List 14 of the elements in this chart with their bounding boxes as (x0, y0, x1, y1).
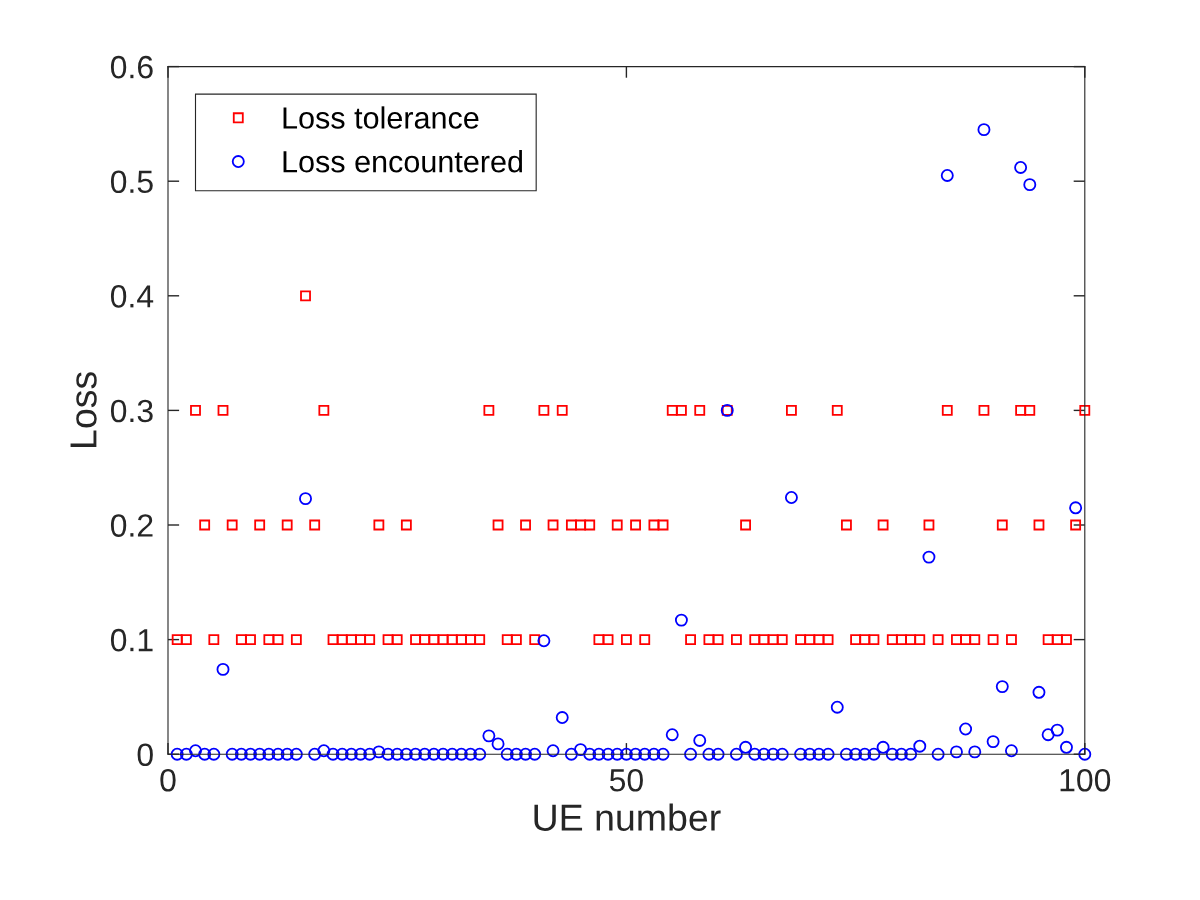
x-tick-label: 0 (160, 768, 176, 792)
y-tick-label: 0.3 (110, 399, 153, 423)
y-tick-label: 0.4 (110, 285, 154, 308)
y-tick-label: 0.6 (110, 55, 153, 79)
y-tick-label: 0.2 (110, 514, 153, 537)
legend-label: Loss encountered (283, 150, 523, 173)
legend-label: Loss tolerance (283, 106, 479, 129)
y-tick-label: 0 (137, 743, 153, 767)
x-tick-label: 50 (609, 768, 643, 792)
y-axis-title: Loss (70, 372, 97, 447)
y-tick-label: 0.5 (110, 170, 153, 194)
x-axis-title: UE number (534, 803, 721, 831)
x-tick-label: 100 (1060, 768, 1111, 792)
y-tick-label: 0.1 (110, 628, 153, 652)
